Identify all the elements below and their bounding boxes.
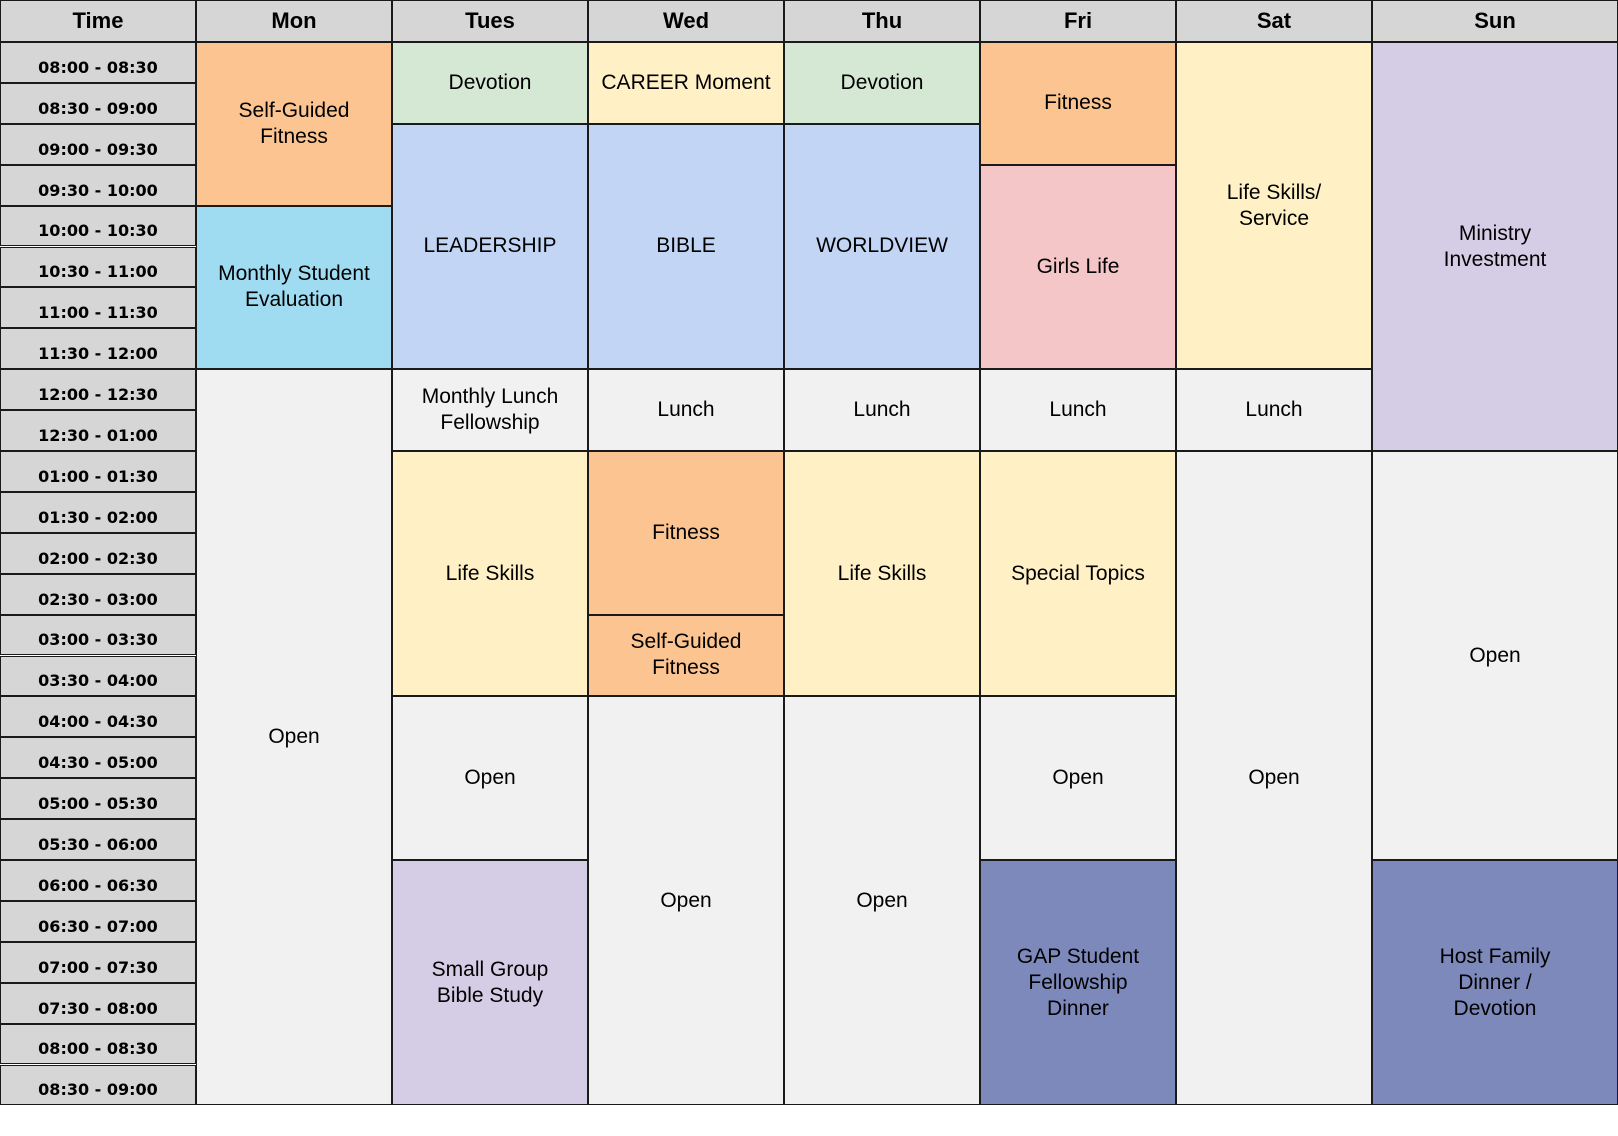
header-fri: Fri (980, 0, 1176, 42)
event-wed-career-moment[interactable]: CAREER Moment (588, 42, 784, 124)
time-slot: 10:30 - 11:00 (0, 246, 196, 288)
event-tues-monthly-lunch-fellowship[interactable]: Monthly Lunch Fellowship (392, 369, 588, 451)
event-mon-open[interactable]: Open (196, 369, 392, 1106)
time-slot: 02:30 - 03:00 (0, 573, 196, 615)
time-slot: 03:00 - 03:30 (0, 614, 196, 656)
time-slot: 04:00 - 04:30 (0, 696, 196, 738)
header-thu: Thu (784, 0, 980, 42)
event-mon-monthly-student-evaluation[interactable]: Monthly Student Evaluation (196, 205, 392, 370)
event-thu-life-skills[interactable]: Life Skills (784, 451, 980, 697)
event-sun-host-family-dinner-devotion[interactable]: Host Family Dinner / Devotion (1372, 860, 1618, 1106)
event-fri-fitness[interactable]: Fitness (980, 42, 1176, 165)
time-slot: 11:00 - 11:30 (0, 287, 196, 329)
event-wed-bible[interactable]: BIBLE (588, 123, 784, 370)
time-slot: 06:00 - 06:30 (0, 860, 196, 901)
time-slot: 08:00 - 08:30 (0, 1023, 196, 1065)
event-tues-life-skills[interactable]: Life Skills (392, 451, 588, 697)
event-thu-devotion[interactable]: Devotion (784, 42, 980, 124)
time-slot: 12:00 - 12:30 (0, 369, 196, 411)
time-slot: 05:00 - 05:30 (0, 778, 196, 820)
event-tues-open[interactable]: Open (392, 696, 588, 860)
header-tues: Tues (392, 0, 588, 42)
time-slot: 07:30 - 08:00 (0, 982, 196, 1024)
time-slot: 01:30 - 02:00 (0, 491, 196, 533)
time-slot: 10:00 - 10:30 (0, 205, 196, 247)
event-tues-leadership[interactable]: LEADERSHIP (392, 123, 588, 370)
time-slot: 05:30 - 06:00 (0, 819, 196, 860)
time-slot: 06:30 - 07:00 (0, 900, 196, 942)
header-sun: Sun (1372, 0, 1618, 42)
time-slot: 04:30 - 05:00 (0, 737, 196, 779)
time-slot: 08:30 - 09:00 (0, 82, 196, 124)
event-mon-self-guided-fitness[interactable]: Self-Guided Fitness (196, 42, 392, 206)
event-sun-ministry-investment[interactable]: Ministry Investment (1372, 42, 1618, 451)
time-slot: 03:30 - 04:00 (0, 655, 196, 697)
time-slot: 08:30 - 09:00 (0, 1064, 196, 1106)
event-wed-open[interactable]: Open (588, 696, 784, 1106)
event-fri-open[interactable]: Open (980, 696, 1176, 860)
header-sat: Sat (1176, 0, 1372, 42)
event-thu-open[interactable]: Open (784, 696, 980, 1106)
event-tues-small-group-bible-study[interactable]: Small Group Bible Study (392, 860, 588, 1106)
event-wed-self-guided-fitness[interactable]: Self-Guided Fitness (588, 614, 784, 697)
time-slot: 12:30 - 01:00 (0, 410, 196, 451)
time-slot: 08:00 - 08:30 (0, 42, 196, 83)
event-wed-fitness[interactable]: Fitness (588, 451, 784, 615)
event-sat-open[interactable]: Open (1176, 451, 1372, 1106)
time-slot: 01:00 - 01:30 (0, 451, 196, 492)
event-fri-special-topics[interactable]: Special Topics (980, 451, 1176, 697)
event-tues-devotion[interactable]: Devotion (392, 42, 588, 124)
event-sat-life-skills-service[interactable]: Life Skills/ Service (1176, 42, 1372, 370)
time-slot: 09:00 - 09:30 (0, 123, 196, 165)
event-thu-lunch[interactable]: Lunch (784, 369, 980, 451)
event-thu-worldview[interactable]: WORLDVIEW (784, 123, 980, 370)
header-mon: Mon (196, 0, 392, 42)
event-fri-gap-student-fellowship-dinner[interactable]: GAP Student Fellowship Dinner (980, 860, 1176, 1106)
event-fri-girls-life[interactable]: Girls Life (980, 164, 1176, 370)
event-sun-open[interactable]: Open (1372, 451, 1618, 860)
time-slot: 07:00 - 07:30 (0, 941, 196, 983)
header-time: Time (0, 0, 196, 42)
header-wed: Wed (588, 0, 784, 42)
time-slot: 02:00 - 02:30 (0, 532, 196, 574)
time-slot: 11:30 - 12:00 (0, 328, 196, 370)
event-sat-lunch[interactable]: Lunch (1176, 369, 1372, 451)
event-wed-lunch[interactable]: Lunch (588, 369, 784, 451)
time-slot: 09:30 - 10:00 (0, 164, 196, 206)
event-fri-lunch[interactable]: Lunch (980, 369, 1176, 451)
